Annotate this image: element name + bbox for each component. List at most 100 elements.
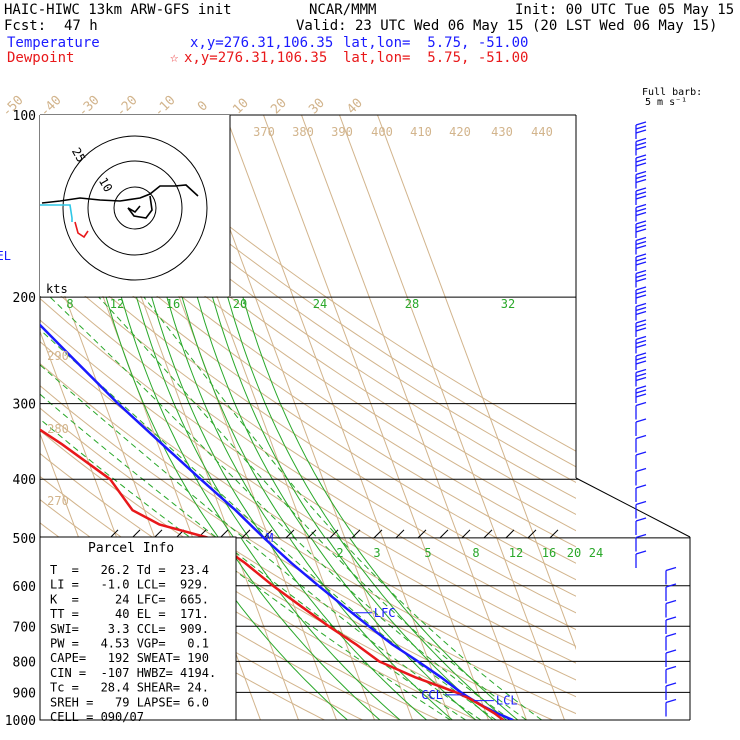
org-label: NCAR/MMM bbox=[309, 2, 377, 18]
mixing-ratio-line bbox=[240, 537, 401, 720]
wind-barb-flag bbox=[635, 158, 647, 163]
mixing-ratio-label-lower: 2 bbox=[336, 546, 343, 560]
theta-label-upper: 410 bbox=[410, 125, 432, 139]
dry-adiabat bbox=[40, 362, 576, 698]
wind-barb-flag bbox=[635, 253, 647, 258]
wind-barb-flag bbox=[635, 236, 647, 242]
wind-barb-flag bbox=[635, 154, 647, 159]
hatch-tick bbox=[439, 529, 449, 539]
wind-barb-flag bbox=[635, 141, 647, 147]
hatch-tick bbox=[307, 529, 317, 539]
theta-label-upper: 430 bbox=[491, 125, 513, 139]
parcel-info-row: PW = 4.53 VGP= 0.1 bbox=[50, 637, 209, 651]
wind-barb-flag bbox=[635, 290, 647, 295]
hatch-tick bbox=[505, 529, 515, 539]
parcel-info-row: LI = -1.0 LCL= 929. bbox=[50, 578, 209, 592]
wind-barbs bbox=[635, 121, 677, 717]
temperature-xy: x,y=276.31,106.35 bbox=[190, 35, 334, 51]
mixing-ratio-label-upper: 20 bbox=[233, 297, 247, 311]
temperature-tick-label: 40 bbox=[344, 96, 366, 118]
barb-key-line1: Full barb: bbox=[642, 87, 702, 98]
moist-adiabat bbox=[40, 418, 451, 720]
isotherm bbox=[225, 115, 451, 720]
theta-label-left: 290 bbox=[47, 349, 69, 363]
valid-time: Valid: 23 UTC Wed 06 May 15 (20 LST Wed … bbox=[296, 18, 718, 34]
wind-barb-flag bbox=[665, 665, 677, 671]
wind-barb-flag bbox=[635, 294, 647, 299]
mixing-ratio-label-upper: 32 bbox=[501, 297, 515, 311]
wind-barb-flag bbox=[635, 257, 647, 262]
dry-adiabat bbox=[40, 297, 576, 647]
plot-right-slant bbox=[575, 477, 691, 538]
wind-barb-flag bbox=[635, 170, 647, 176]
dry-adiabat bbox=[40, 340, 576, 681]
parcel-info-row: SWI= 3.3 CCL= 909. bbox=[50, 622, 209, 636]
wind-barb-flag bbox=[635, 187, 647, 192]
wind-barb-flag bbox=[635, 162, 647, 167]
temperature-tick-label: 10 bbox=[230, 96, 252, 118]
dewpoint-xy: x,y=276.31,106.35 bbox=[184, 50, 328, 66]
wind-barb-flag bbox=[635, 174, 647, 180]
wind-barb-flag bbox=[635, 145, 647, 151]
hatch-tick bbox=[241, 529, 251, 539]
wind-barb-flag bbox=[635, 484, 647, 489]
wind-barb-flag bbox=[635, 302, 647, 308]
wind-barb-flag bbox=[665, 632, 677, 638]
dry-adiabat bbox=[40, 276, 576, 631]
moist-adiabat-upper bbox=[227, 296, 341, 539]
mixing-ratio-line bbox=[221, 537, 381, 720]
wind-barb-flag bbox=[635, 335, 647, 341]
parcel-info-row: CIN = -107 HWBZ= 4194. bbox=[50, 666, 216, 680]
wind-barb-flag bbox=[635, 125, 647, 130]
fcst-value: 47 h bbox=[64, 18, 98, 34]
wind-barb-flag bbox=[635, 269, 647, 275]
wind-barb-flag bbox=[635, 368, 647, 374]
mixing-ratio-label-lower: 16 bbox=[542, 546, 556, 560]
mixing-ratio-line bbox=[349, 537, 519, 720]
parcel-info-row: T = 26.2 Td = 23.4 bbox=[50, 563, 209, 577]
wind-barb-flag bbox=[665, 599, 677, 605]
hodo-ring-label-25: 25 bbox=[69, 145, 88, 165]
parcel-info-row: SREH = 79 LAPSE= 6.0 bbox=[50, 695, 209, 709]
wind-barb-flag bbox=[635, 319, 647, 324]
wind-barb-flag bbox=[635, 393, 647, 398]
mixing-ratio-label-upper: 8 bbox=[66, 297, 73, 311]
pressure-tick-label: 1000 bbox=[5, 714, 36, 729]
hatch-tick bbox=[329, 529, 339, 539]
pressure-tick-label: 100 bbox=[13, 109, 36, 124]
mixing-ratio-label-lower: 8 bbox=[472, 546, 479, 560]
dewpoint-legend: Dewpoint bbox=[7, 50, 75, 66]
theta-label-upper: 420 bbox=[449, 125, 471, 139]
mixing-ratio-line bbox=[265, 537, 427, 720]
dry-adiabat bbox=[40, 256, 576, 614]
wind-barb-flag bbox=[635, 451, 647, 456]
wind-barb-flag bbox=[635, 228, 647, 233]
wind-barb-flag bbox=[635, 323, 647, 328]
wind-barb-flag bbox=[665, 583, 677, 588]
temperature-tick-label: 30 bbox=[306, 96, 328, 118]
mixing-ratio-label-upper: 28 bbox=[405, 297, 419, 311]
barb-key-line2: 5 m s⁻¹ bbox=[645, 97, 687, 108]
dewpoint-star-icon: ☆ bbox=[170, 50, 179, 66]
pressure-tick-label: 500 bbox=[13, 532, 36, 547]
moist-adiabat-upper bbox=[242, 296, 356, 539]
wind-barb-flag bbox=[635, 418, 647, 423]
moist-adiabat-upper bbox=[212, 296, 326, 539]
theta-label-left: 280 bbox=[47, 422, 69, 436]
wind-barb-flag bbox=[635, 517, 647, 522]
wind-barb-flag bbox=[635, 240, 647, 246]
pressure-tick-label: 700 bbox=[13, 620, 36, 635]
wind-barb-flag bbox=[635, 385, 647, 390]
dry-adiabat bbox=[40, 195, 576, 564]
pressure-tick-label: 200 bbox=[13, 291, 36, 306]
isotherm bbox=[339, 115, 565, 720]
wind-barb-flag bbox=[635, 389, 647, 394]
wind-barb-flag bbox=[665, 698, 677, 704]
hatch-tick bbox=[373, 529, 383, 539]
moist-adiabat-upper bbox=[120, 296, 235, 539]
dry-adiabat bbox=[40, 215, 576, 581]
dry-adiabat bbox=[40, 319, 576, 664]
wind-barb-flag bbox=[635, 352, 647, 357]
moist-adiabat bbox=[98, 296, 527, 720]
